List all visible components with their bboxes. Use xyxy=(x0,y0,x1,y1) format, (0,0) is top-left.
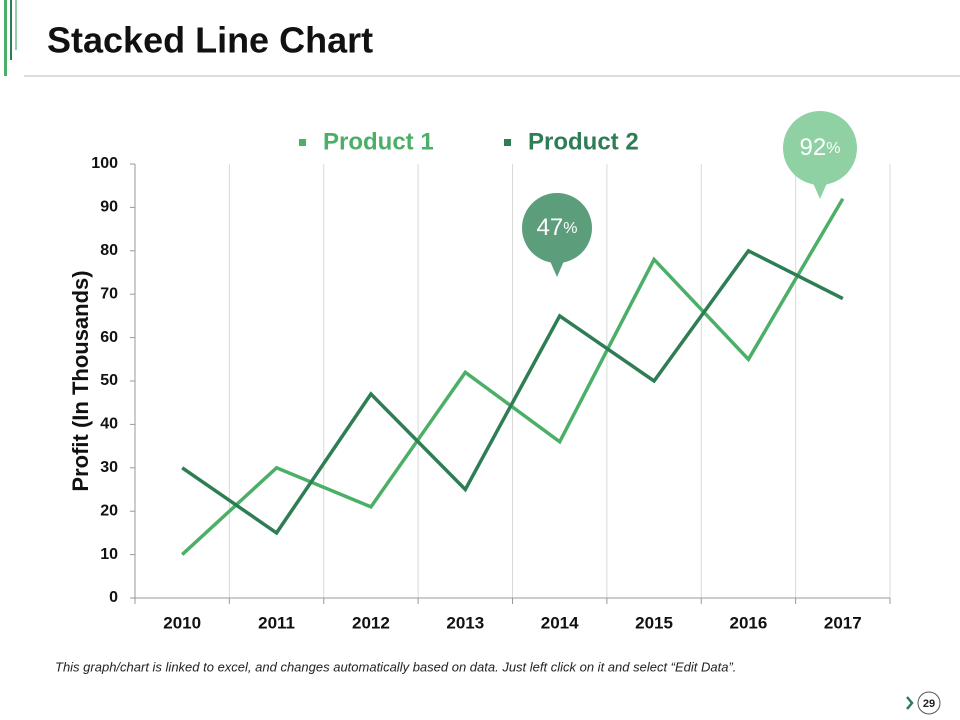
slide-title: Stacked Line Chart xyxy=(47,20,373,61)
callout-unit: % xyxy=(563,220,577,237)
x-tick-label: 2011 xyxy=(258,613,295,632)
y-tick-label: 50 xyxy=(100,372,118,389)
x-tick-label: 2015 xyxy=(635,613,673,632)
accent-bar xyxy=(4,0,7,76)
page-number: 29 xyxy=(923,698,935,710)
callout: 47% xyxy=(522,193,592,277)
y-tick-label: 60 xyxy=(100,329,118,346)
callout-bubble xyxy=(522,193,592,263)
callout-bubble xyxy=(550,261,564,277)
footer-note: This graph/chart is linked to excel, and… xyxy=(55,659,736,674)
series-line xyxy=(181,248,844,536)
x-tick-label: 2010 xyxy=(163,613,201,632)
series-line xyxy=(181,197,845,556)
y-tick-label: 100 xyxy=(91,155,118,172)
legend-label: Product 1 xyxy=(323,128,434,155)
x-tick-label: 2013 xyxy=(446,613,484,632)
y-axis-label: Profit (In Thousands) xyxy=(68,270,93,491)
accent-bar xyxy=(15,0,17,50)
callout-value: 92 xyxy=(800,134,827,161)
x-tick-label: 2016 xyxy=(730,613,768,632)
callout-value: 47 xyxy=(537,214,564,241)
legend-swatch xyxy=(299,139,306,146)
y-tick-label: 80 xyxy=(100,242,118,259)
page-badge xyxy=(917,691,941,715)
callout-bubble xyxy=(813,183,827,199)
callout-unit: % xyxy=(826,140,840,157)
y-tick-label: 20 xyxy=(100,502,118,519)
legend-swatch xyxy=(504,139,511,146)
y-tick-label: 10 xyxy=(100,546,118,563)
callout-label: 92% xyxy=(800,134,841,161)
callout-bubble xyxy=(783,111,857,185)
y-tick-label: 40 xyxy=(100,416,118,433)
y-tick-label: 0 xyxy=(109,589,118,606)
y-tick-label: 70 xyxy=(100,285,118,302)
x-tick-label: 2017 xyxy=(824,613,862,632)
x-tick-label: 2014 xyxy=(541,613,579,632)
accent-bar xyxy=(10,0,12,60)
callout-label: 47% xyxy=(537,214,578,241)
legend-label: Product 2 xyxy=(528,128,639,155)
x-tick-label: 2012 xyxy=(352,613,390,632)
callout: 92% xyxy=(783,111,857,199)
next-icon[interactable] xyxy=(906,696,914,710)
y-tick-label: 30 xyxy=(100,459,118,476)
y-tick-label: 90 xyxy=(100,199,118,216)
